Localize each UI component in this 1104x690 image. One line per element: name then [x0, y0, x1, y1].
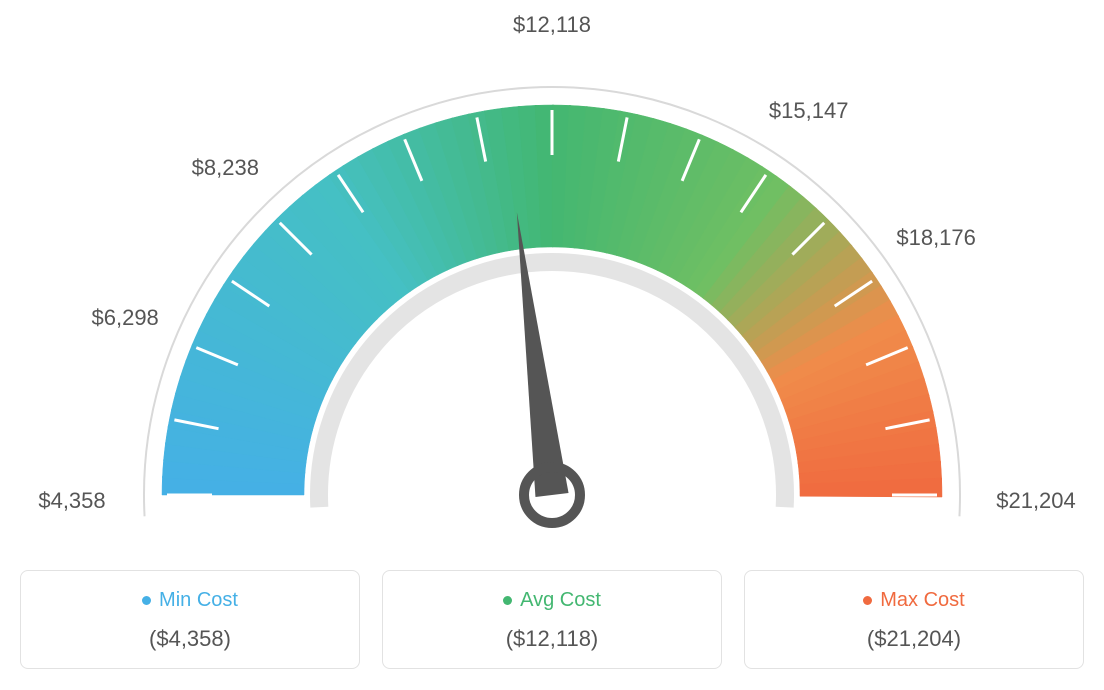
gauge-tick-label: $8,238 [192, 155, 259, 181]
legend-title: Avg Cost [393, 589, 711, 612]
legend-title-text: Max Cost [880, 589, 964, 611]
legend-value: ($21,204) [755, 626, 1073, 652]
cost-gauge-chart: $4,358$6,298$8,238$12,118$15,147$18,176$… [20, 20, 1084, 669]
gauge-tick-label: $6,298 [92, 305, 159, 331]
gauge-tick-label: $18,176 [896, 225, 976, 251]
gauge-tick-label: $4,358 [38, 488, 105, 514]
legend-title-text: Min Cost [159, 589, 238, 611]
legend-value: ($4,358) [31, 626, 349, 652]
legend-card-max: Max Cost ($21,204) [744, 570, 1084, 669]
legend-dot-icon [142, 596, 151, 605]
legend-dot-icon [863, 596, 872, 605]
gauge-svg [20, 20, 1084, 560]
legend-row: Min Cost ($4,358) Avg Cost ($12,118) Max Cos… [20, 570, 1084, 669]
gauge-tick-label: $21,204 [996, 488, 1076, 514]
gauge-tick-label: $12,118 [513, 12, 591, 38]
legend-title-text: Avg Cost [520, 589, 601, 611]
gauge-tick-label: $15,147 [769, 98, 849, 124]
legend-title: Max Cost [755, 589, 1073, 612]
legend-card-avg: Avg Cost ($12,118) [382, 570, 722, 669]
legend-title: Min Cost [31, 589, 349, 612]
legend-value: ($12,118) [393, 626, 711, 652]
legend-card-min: Min Cost ($4,358) [20, 570, 360, 669]
gauge-area: $4,358$6,298$8,238$12,118$15,147$18,176$… [20, 20, 1084, 560]
legend-dot-icon [503, 596, 512, 605]
